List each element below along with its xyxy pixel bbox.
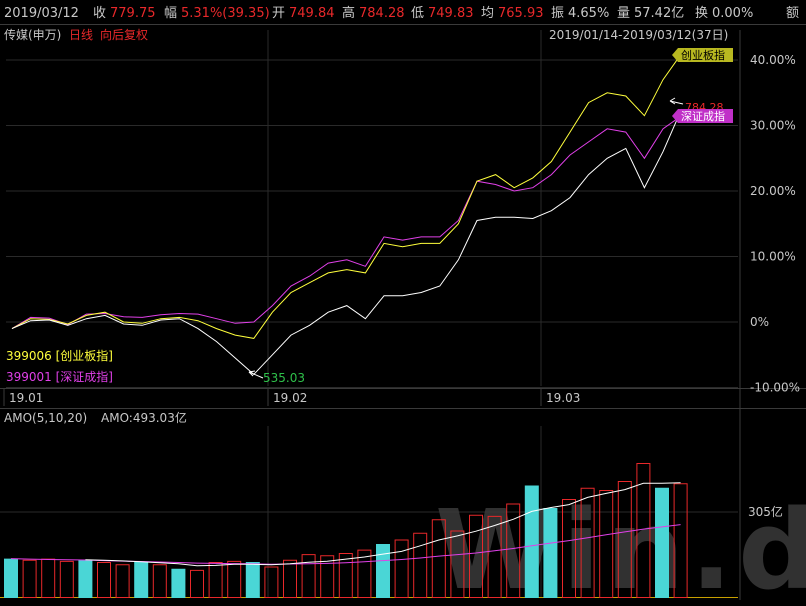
legend-sz[interactable]: 399001 [深证成指] (6, 369, 113, 384)
index-name: 传媒(申万) (4, 27, 61, 42)
volume-bar (524, 485, 539, 598)
amo-value: AMO:493.03亿 (101, 410, 187, 425)
turnover-value: 0.00% (712, 6, 753, 21)
avg-label: 均 (481, 6, 494, 21)
main-y-tick: 10.00% (750, 250, 796, 264)
close-value: 779.75 (110, 6, 156, 21)
tag-cy: 创业板指 (672, 48, 733, 62)
volume-bar (190, 569, 204, 598)
adjust-label[interactable]: 向后复权 (100, 27, 148, 42)
main-x-tick: 19.03 (546, 391, 580, 405)
volume-value: 57.42亿 (634, 6, 684, 21)
volume-bar (487, 515, 502, 598)
amplitude-label: 振 (551, 6, 564, 21)
header-bar (0, 0, 806, 24)
volume-bar (41, 558, 56, 598)
last-marker (669, 97, 684, 105)
volume-bar (599, 490, 614, 598)
volume-ma-lines (10, 482, 681, 567)
main-x-tick: 19.02 (273, 391, 307, 405)
volume-bar (580, 487, 595, 598)
tag-cy-text: 创业板指 (681, 48, 725, 62)
series-line-magenta (11, 115, 682, 330)
volume-bar (134, 562, 149, 598)
volume-bar (171, 568, 186, 598)
main-y-tick: 0% (750, 315, 769, 329)
volume-ma-white (85, 482, 681, 567)
date-range: 2019/01/14-2019/03/12(37日) (549, 28, 728, 42)
volume-bar (376, 544, 390, 598)
amount-label: 额 (786, 6, 799, 21)
open-label: 开 (272, 6, 285, 21)
volume-bar (22, 559, 37, 598)
volume-bar (469, 514, 483, 598)
volume-bars (4, 463, 688, 598)
volume-bar (227, 560, 242, 598)
min-value: 535.03 (263, 371, 305, 385)
main-grid (0, 30, 806, 600)
volume-bar (673, 483, 688, 598)
open-value: 749.84 (289, 6, 335, 21)
volume-y-tick: 305亿 (748, 504, 783, 519)
header-date: 2019/03/12 (4, 6, 79, 21)
series-line-yellow (11, 53, 683, 339)
volume-bar (264, 566, 279, 598)
volume-bar (562, 499, 576, 598)
main-x-tick: 19.01 (9, 391, 43, 405)
volume-bar (506, 503, 521, 598)
volume-bar (431, 519, 446, 598)
volume-bar (394, 539, 409, 598)
amplitude-value: 4.65% (568, 6, 609, 21)
legend-cy[interactable]: 399006 [创业板指] (6, 348, 113, 363)
change-label: 幅 (164, 6, 177, 21)
volume-bar (115, 564, 130, 598)
tag-sz-text: 深证成指 (681, 109, 725, 123)
main-y-axis: 40.00% 30.00% 20.00% 10.00% 0% -10.00% (750, 53, 800, 395)
main-x-axis: 19.01 19.02 19.03 (3, 388, 580, 406)
volume-bar (320, 555, 335, 598)
series-line-white (11, 108, 683, 376)
close-label: 收 (93, 6, 106, 21)
volume-bar (338, 553, 353, 598)
volume-bar (301, 554, 316, 598)
min-marker: 535.03 (248, 370, 305, 385)
high-value: 784.28 (359, 6, 405, 21)
amo-label: AMO(5,10,20) (4, 411, 87, 425)
period-label[interactable]: 日线 (69, 28, 93, 42)
volume-bar (357, 549, 372, 598)
volume-bar (450, 530, 465, 598)
main-y-tick: 30.00% (750, 119, 796, 133)
low-label: 低 (411, 6, 424, 21)
main-y-tick: -10.00% (750, 381, 800, 395)
volume-bar (97, 562, 111, 598)
volume-bar (283, 559, 297, 598)
volume-bar (208, 562, 223, 598)
volume-bar (543, 508, 558, 598)
avg-value: 765.93 (498, 6, 544, 21)
main-y-tick: 20.00% (750, 184, 796, 198)
volume-label: 量 (617, 6, 630, 21)
turnover-label: 换 (695, 6, 708, 21)
high-label: 高 (342, 5, 355, 21)
volume-bar (617, 481, 632, 598)
tag-sz: 深证成指 (672, 109, 733, 123)
volume-bar (152, 564, 167, 598)
low-value: 749.83 (428, 6, 474, 21)
volume-bar (655, 487, 669, 598)
main-lines (11, 53, 683, 376)
volume-bar (78, 559, 93, 598)
volume-y-axis: 305亿 (748, 504, 783, 519)
watermark: Win.d (435, 486, 806, 606)
volume-bar (59, 560, 74, 598)
volume-bar (413, 532, 428, 598)
volume-bar (245, 562, 260, 598)
main-y-tick: 40.00% (750, 53, 796, 67)
change-value: 5.31%(39.35) (181, 6, 270, 21)
volume-bar (4, 558, 18, 598)
